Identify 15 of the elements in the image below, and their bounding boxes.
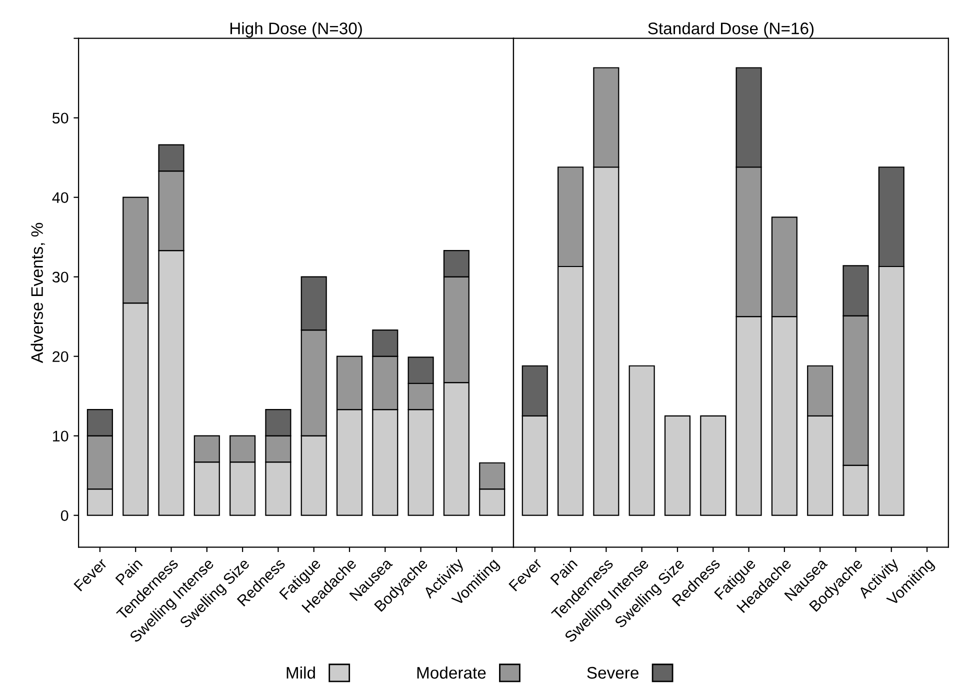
legend-label: Mild — [286, 666, 315, 679]
bar — [664, 415, 691, 516]
y-tick-label: 0 — [60, 510, 68, 522]
legend-label: Moderate — [417, 666, 486, 679]
chart-title: High Dose (N=30) — [230, 22, 362, 38]
y-tick-label: 30 — [52, 272, 68, 283]
bar — [628, 365, 655, 516]
y-tick-label: 50 — [52, 112, 68, 124]
bar — [700, 415, 726, 516]
y-axis-title: Adverse Events, % — [30, 222, 45, 364]
chart-title: Standard Dose (N=16) — [648, 22, 814, 38]
y-tick-label: 20 — [52, 351, 68, 362]
y-tick-label: 10 — [53, 430, 68, 442]
legend-label: Severe — [587, 666, 638, 679]
y-tick-label: 40 — [52, 192, 68, 204]
